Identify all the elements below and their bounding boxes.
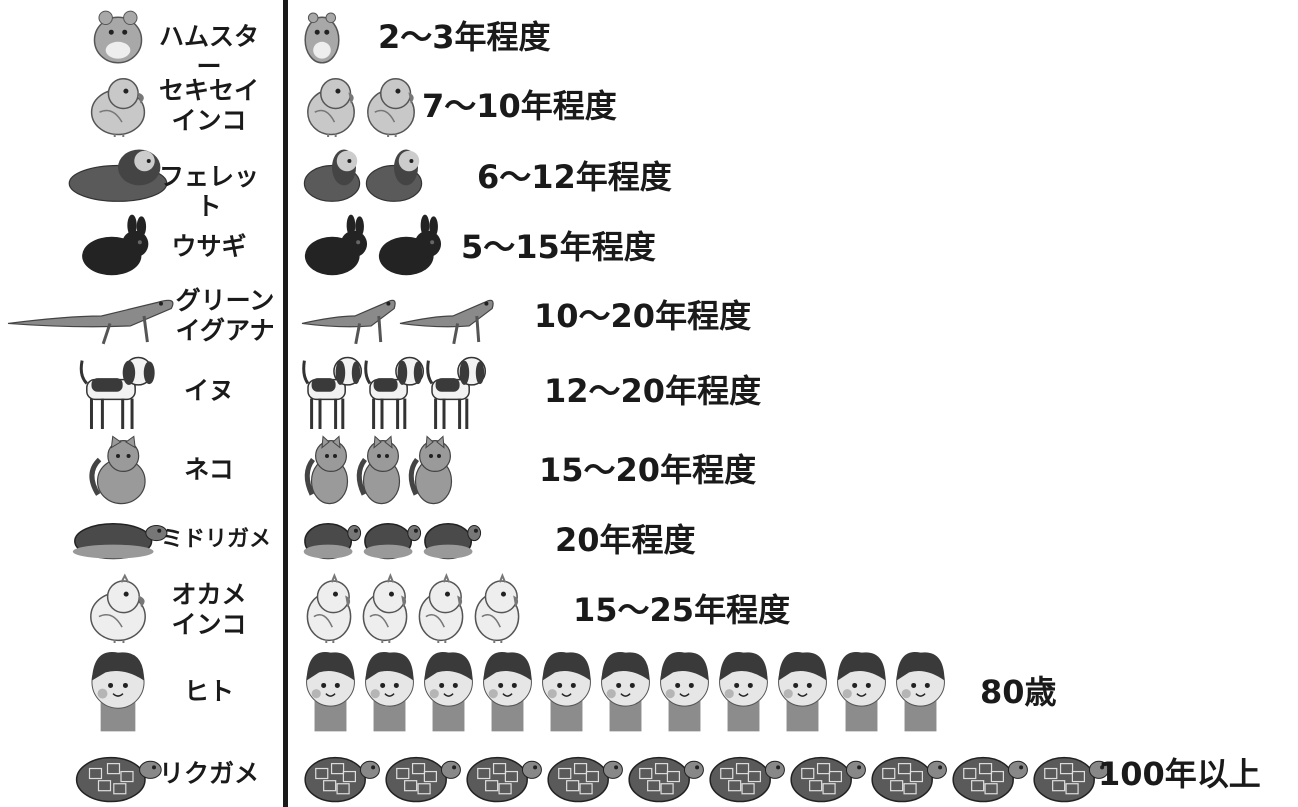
lifespan-value-label: 5～15年程度	[461, 228, 656, 266]
pictograph-mark	[871, 756, 947, 803]
animal-label: ウサギ	[171, 232, 247, 261]
animal-label: フェレット	[158, 162, 259, 221]
lifespan-value-label: 6～12年程度	[477, 158, 672, 196]
pictograph-mark	[302, 356, 363, 429]
pictograph-mark	[660, 651, 709, 732]
pictograph-mark	[365, 149, 423, 202]
pictograph-mark	[778, 651, 827, 732]
lifespan-value-label: 15～20年程度	[539, 451, 757, 489]
lifespan-value-label: 2～3年程度	[378, 18, 551, 56]
pictograph-mark	[483, 651, 532, 732]
hamster-icon	[93, 10, 143, 64]
pictograph-mark	[423, 523, 482, 560]
pictograph-mark	[837, 651, 886, 732]
pictograph-mark	[304, 435, 349, 505]
pictograph-mark	[304, 214, 368, 276]
pictograph-mark	[363, 523, 422, 560]
pictograph-mark	[303, 149, 361, 202]
human-icon	[91, 651, 145, 732]
pictograph-mark	[362, 573, 408, 643]
pictograph-row: ネコ 15～20年程度	[0, 432, 1298, 508]
animal-label: イヌ	[183, 376, 234, 405]
pictograph-mark	[356, 435, 401, 505]
iguana-icon	[7, 299, 174, 345]
pictograph-mark	[1033, 756, 1109, 803]
pictograph-row: グリーン イグアナ 10～20年程度	[0, 282, 1298, 350]
pictograph-row: ヒト 80歳	[0, 648, 1298, 736]
lifespan-value-label: 100年以上	[1098, 754, 1261, 793]
pictograph-mark	[408, 435, 453, 505]
pictograph-mark	[542, 651, 591, 732]
animal-label: グリーン イグアナ	[175, 286, 275, 345]
rabbit-icon	[82, 214, 149, 276]
pictograph-mark	[547, 756, 623, 803]
pictograph-mark	[367, 77, 415, 137]
pictograph-row: セキセイ インコ 7～10年程度	[0, 72, 1298, 140]
pictograph-mark	[719, 651, 768, 732]
tortoise-icon	[75, 756, 162, 803]
pictograph-mark	[466, 756, 542, 803]
pictograph-row: ウサギ 5～15年程度	[0, 214, 1298, 280]
animal-label: セキセイ インコ	[158, 76, 259, 135]
cockatiel-icon	[90, 573, 146, 643]
pictograph-mark	[399, 299, 494, 345]
pictograph-mark	[952, 756, 1028, 803]
pictograph-mark	[601, 651, 650, 732]
pictograph-mark	[418, 573, 464, 643]
turtle-icon	[72, 523, 168, 560]
pictograph-mark	[365, 651, 414, 732]
pictograph-mark	[307, 77, 355, 137]
pictograph-mark	[364, 356, 425, 429]
pictograph-row: リクガメ 100年以上	[0, 740, 1298, 807]
animal-label: リクガメ	[158, 758, 259, 788]
lifespan-value-label: 80歳	[980, 673, 1057, 711]
pictograph-mark	[790, 756, 866, 803]
lifespan-value-label: 15～25年程度	[573, 591, 791, 629]
pictograph-row: イヌ 12～20年程度	[0, 350, 1298, 432]
pictograph-mark	[306, 573, 352, 643]
ferret-icon	[68, 149, 168, 202]
pictograph-mark	[426, 356, 487, 429]
pictograph-row: フェレット 6～12年程度	[0, 142, 1298, 221]
pictograph-mark	[301, 299, 396, 345]
pictograph-mark	[303, 523, 362, 560]
lifespan-value-label: 7～10年程度	[422, 87, 617, 125]
pictograph-mark	[424, 651, 473, 732]
pictograph-mark	[304, 12, 340, 64]
pictograph-mark	[896, 651, 945, 732]
pictograph-mark	[304, 756, 380, 803]
lifespan-value-label: 10～20年程度	[534, 297, 752, 335]
pictograph-row: ハムスター 2～3年程度	[0, 4, 1298, 81]
budgie-icon	[90, 77, 146, 137]
pictograph-mark	[306, 651, 355, 732]
axis-divider	[283, 0, 288, 807]
animal-label: ヒト	[183, 677, 234, 706]
dog-icon	[79, 356, 155, 429]
lifespan-value-label: 20年程度	[555, 521, 696, 559]
lifespan-value-label: 12～20年程度	[544, 372, 762, 410]
pictograph-mark	[378, 214, 442, 276]
pictograph-mark	[709, 756, 785, 803]
pictograph-row: オカメ インコ 15～25年程度	[0, 573, 1298, 646]
pictograph-mark	[474, 573, 520, 643]
animal-label: ハムスター	[158, 22, 259, 81]
animal-label: オカメ インコ	[171, 580, 247, 639]
pictograph-mark	[385, 756, 461, 803]
pictograph-row: ミドリガメ 20年程度	[0, 508, 1298, 572]
animal-label: ネコ	[184, 455, 234, 484]
cat-icon	[89, 435, 146, 505]
pictograph-mark	[628, 756, 704, 803]
animal-label: ミドリガメ	[160, 527, 271, 552]
